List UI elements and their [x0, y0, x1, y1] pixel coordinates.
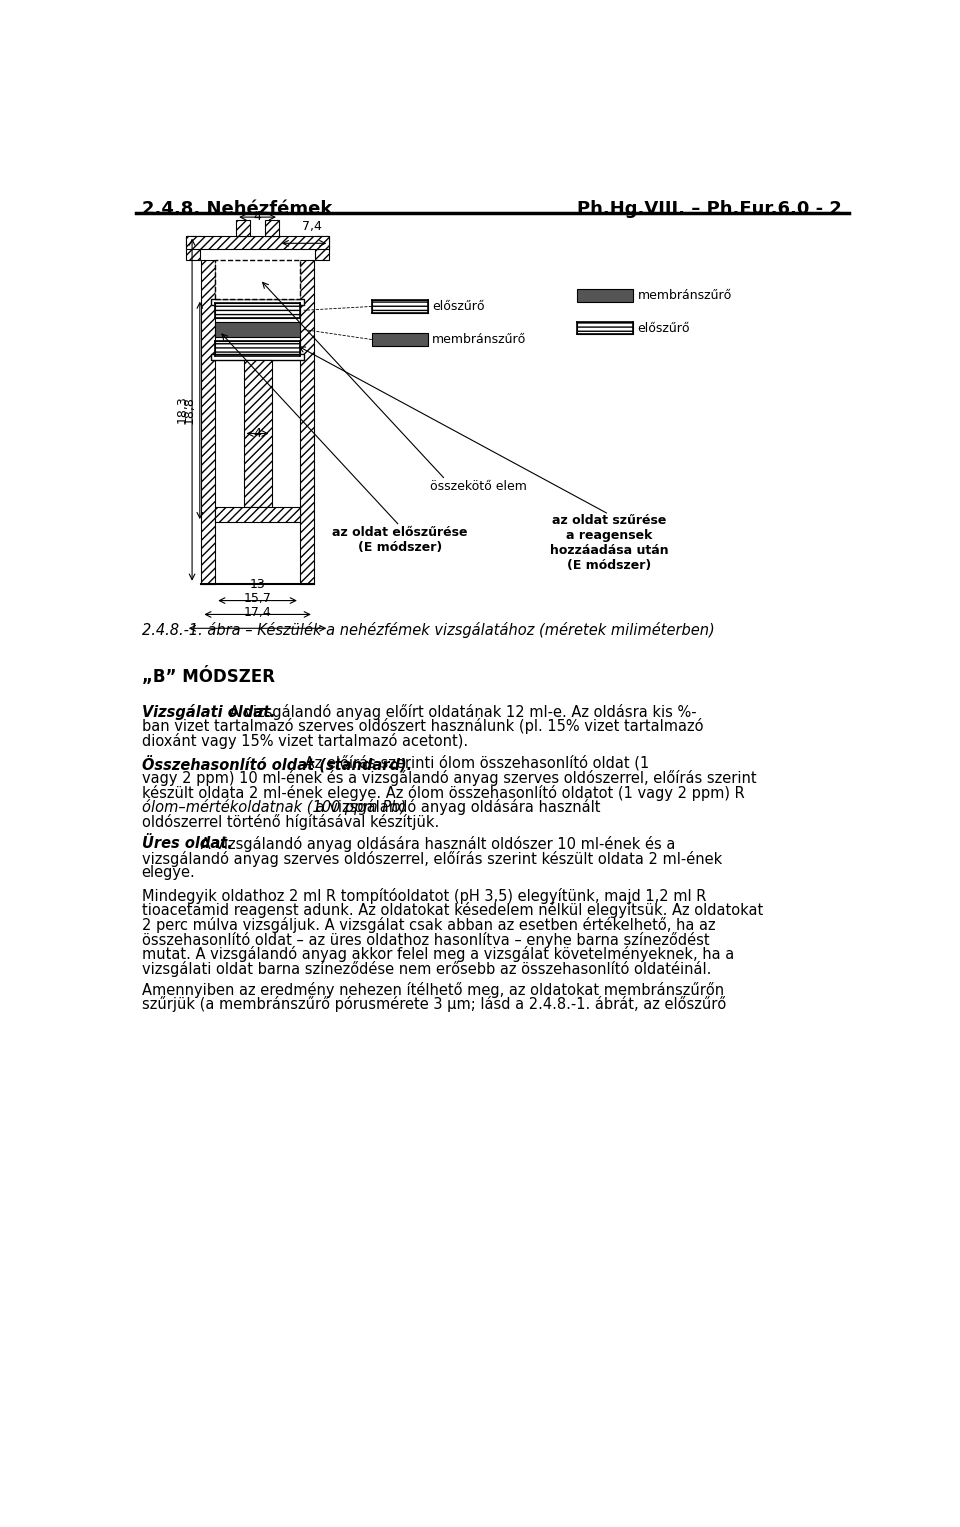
Text: a vizsgálandó anyag oldására használt: a vizsgálandó anyag oldására használt: [311, 799, 600, 815]
Text: mutat. A vizsgálandó anyag akkor felel meg a vizsgálat követelményeknek, ha a: mutat. A vizsgálandó anyag akkor felel m…: [142, 947, 734, 962]
Text: 2.4.8.-1. ábra – Készülék a nehézfémek vizsgálatához (méretek miliméterben): 2.4.8.-1. ábra – Készülék a nehézfémek v…: [142, 621, 714, 638]
Text: Az előírás szerinti ólom összehasonlító oldat (1: Az előírás szerinti ólom összehasonlító …: [300, 756, 649, 771]
Text: 7,4: 7,4: [302, 220, 322, 232]
Text: ban vizet tartalmazó szerves oldószert használunk (pl. 15% vizet tartalmazó: ban vizet tartalmazó szerves oldószert h…: [142, 718, 703, 734]
Text: A vizsgálandó anyag előírt oldatának 12 ml-e. Az oldásra kis %-: A vizsgálandó anyag előírt oldatának 12 …: [226, 704, 697, 719]
Text: előszűrő: előszűrő: [432, 299, 485, 313]
Text: tioacetamid reagenst adunk. Az oldatokat késedelem nélkül elegyítsük. Az oldatok: tioacetamid reagenst adunk. Az oldatokat…: [142, 902, 763, 918]
Bar: [236, 220, 251, 235]
Text: oldószerrel történő hígításával készítjük.: oldószerrel történő hígításával készítjü…: [142, 814, 439, 829]
Text: ólom–mértékoldatnak (100 ppm Pb): ólom–mértékoldatnak (100 ppm Pb): [142, 799, 406, 815]
Text: előszűrő: előszűrő: [637, 322, 690, 334]
Text: vizsgálandó anyag szerves oldószerrel, előírás szerint készült oldata 2 ml-ének: vizsgálandó anyag szerves oldószerrel, e…: [142, 851, 722, 867]
Bar: [577, 290, 633, 302]
Text: 18,8: 18,8: [183, 397, 196, 425]
Bar: [211, 299, 303, 305]
Bar: [315, 235, 329, 260]
Text: Összehasonlító oldat (standard).: Összehasonlító oldat (standard).: [142, 756, 412, 773]
Bar: [215, 302, 300, 318]
Text: az oldat előszűrése
(E módszer): az oldat előszűrése (E módszer): [332, 525, 468, 554]
Text: az oldat szűrése
a reagensek
hozzáadása után
(E módszer): az oldat szűrése a reagensek hozzáadása …: [550, 515, 668, 573]
Text: 4: 4: [253, 211, 261, 223]
Bar: [244, 360, 272, 507]
Text: Üres oldat.: Üres oldat.: [142, 837, 232, 851]
Text: 18,3: 18,3: [175, 395, 188, 423]
Bar: [577, 322, 633, 334]
Text: 2 perc múlva vizsgáljuk. A vizsgálat csak abban az esetben értékelhető, ha az: 2 perc múlva vizsgáljuk. A vizsgálat csa…: [142, 918, 715, 933]
Text: dioxánt vagy 15% vizet tartalmazó acetont).: dioxánt vagy 15% vizet tartalmazó aceton…: [142, 733, 468, 750]
Text: vizsgálati oldat barna színeződése nem erősebb az összehasonlító oldatéinál.: vizsgálati oldat barna színeződése nem e…: [142, 960, 711, 977]
Bar: [215, 507, 300, 522]
Bar: [265, 220, 278, 235]
Bar: [215, 341, 300, 356]
Bar: [215, 322, 300, 337]
Text: elegye.: elegye.: [142, 866, 196, 881]
Text: 4: 4: [253, 426, 261, 440]
Bar: [211, 354, 303, 360]
Bar: [300, 260, 314, 583]
Bar: [202, 260, 215, 583]
Text: 13: 13: [250, 579, 265, 591]
Text: Mindegyik oldathoz 2 ml R tompítóoldatot (pH 3,5) elegyítünk, majd 1,2 ml R: Mindegyik oldathoz 2 ml R tompítóoldatot…: [142, 887, 706, 904]
Text: vagy 2 ppm) 10 ml-ének és a vizsgálandó anyag szerves oldószerrel, előírás szeri: vagy 2 ppm) 10 ml-ének és a vizsgálandó …: [142, 770, 756, 786]
Text: Amennyiben az eredmény nehezen ítélhető meg, az oldatokat membránszűrőn: Amennyiben az eredmény nehezen ítélhető …: [142, 982, 724, 997]
Bar: [186, 235, 200, 260]
Text: 2.4.8. Nehézfémek: 2.4.8. Nehézfémek: [142, 200, 332, 218]
Bar: [186, 235, 329, 249]
Text: szűrjük (a membránszűrő pórusmérete 3 μm; lásd a 2.4.8.-1. ábrát, az előszűrő: szűrjük (a membránszűrő pórusmérete 3 μm…: [142, 996, 726, 1012]
Text: 17,4: 17,4: [244, 606, 272, 618]
Text: összehasonlító oldat – az üres oldathoz hasonlítva – enyhe barna színeződést: összehasonlító oldat – az üres oldathoz …: [142, 931, 709, 948]
Text: 15,7: 15,7: [244, 592, 272, 605]
Text: „B” MÓDSZER: „B” MÓDSZER: [142, 667, 275, 686]
Text: A vizsgálandó anyag oldására használt oldószer 10 ml-ének és a: A vizsgálandó anyag oldására használt ol…: [196, 837, 675, 852]
Text: összekötő elem: összekötő elem: [430, 479, 527, 493]
Text: membránszűrő: membránszűrő: [637, 289, 732, 302]
Bar: [372, 333, 427, 345]
Text: Vizsgálati oldat.: Vizsgálati oldat.: [142, 704, 276, 719]
Text: Ph.Hg.VIII. – Ph.Eur.6.0 - 2: Ph.Hg.VIII. – Ph.Eur.6.0 - 2: [577, 200, 842, 218]
Bar: [372, 301, 427, 313]
Text: készült oldata 2 ml-ének elegye. Az ólom összehasonlító oldatot (1 vagy 2 ppm) R: készült oldata 2 ml-ének elegye. Az ólom…: [142, 785, 744, 800]
Bar: [215, 260, 300, 299]
Text: membránszűrő: membránszűrő: [432, 333, 527, 347]
